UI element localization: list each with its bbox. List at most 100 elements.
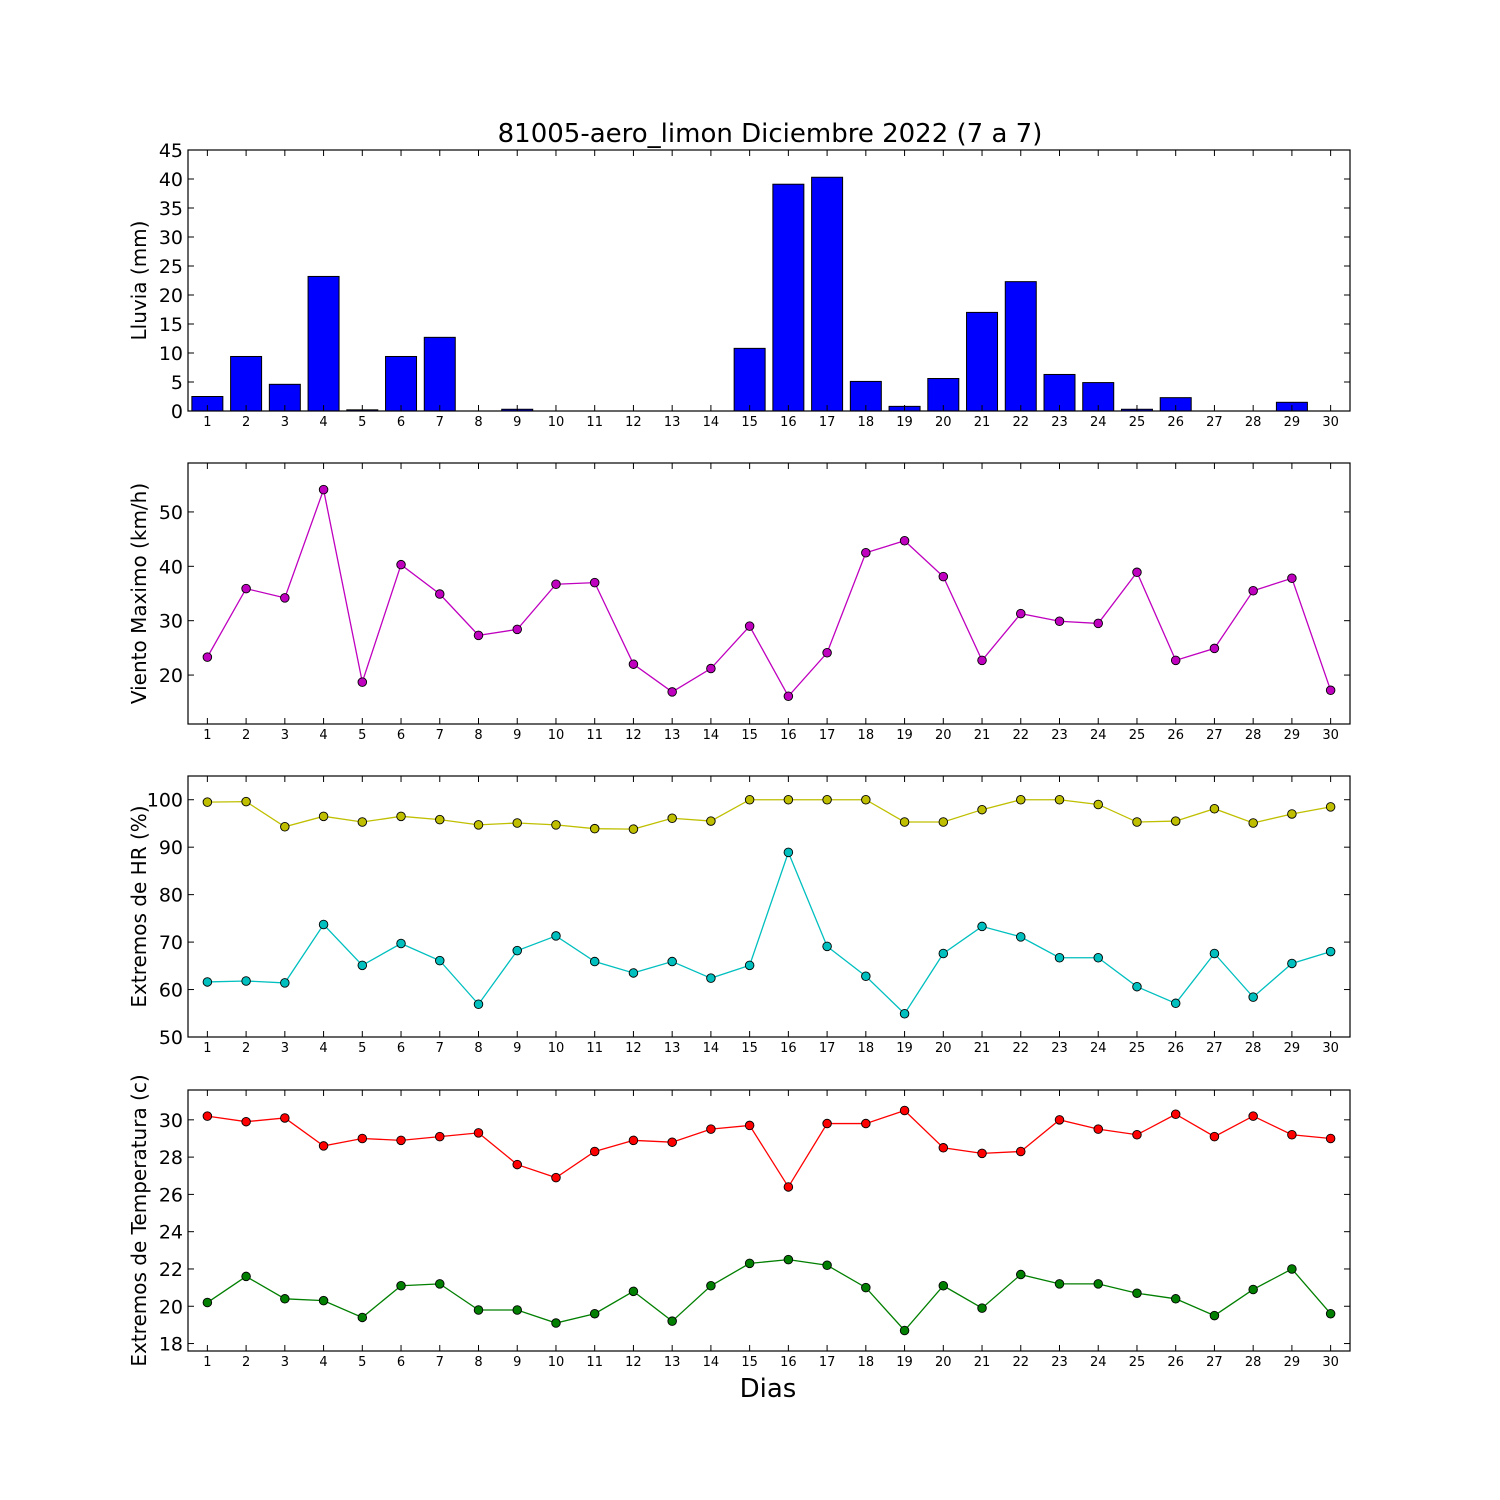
hr-series-1-point-day-19 [899, 817, 910, 827]
viento-series-1-point-day-25 [1132, 567, 1142, 578]
viento-series-1-point-day-19 [899, 536, 910, 546]
hr-series-1-point-day-22 [1016, 794, 1026, 805]
viento-series-1-point-day-14 [706, 663, 716, 674]
temperatura-series-1-point-day-7 [435, 1131, 445, 1142]
x-tick-label-28: 28 [1245, 1355, 1262, 1370]
x-tick-label-8: 8 [474, 415, 482, 430]
viento-series-1-point-day-29 [1287, 573, 1297, 584]
viento-series-1-point-day-8 [473, 630, 484, 641]
hr-series-1-point-day-24 [1093, 799, 1103, 810]
temperatura-series-2-point-day-30 [1325, 1308, 1336, 1319]
y-tick-label-50: 50 [159, 1027, 183, 1049]
hr-series-1-point-day-15 [744, 794, 755, 805]
x-tick-label-29: 29 [1284, 415, 1301, 430]
x-tick-label-29: 29 [1284, 1355, 1301, 1370]
x-tick-label-30: 30 [1322, 415, 1339, 430]
x-tick-label-15: 15 [741, 1041, 758, 1056]
hr-series-2-point-day-19 [899, 1009, 910, 1019]
temperatura-series-2-point-day-27 [1209, 1310, 1220, 1321]
temperatura-series-1-point-day-28 [1248, 1111, 1258, 1121]
x-tick-label-5: 5 [358, 1355, 366, 1370]
x-tick-label-14: 14 [703, 728, 720, 743]
x-tick-label-8: 8 [474, 728, 482, 743]
hr-series-2-point-day-27 [1209, 948, 1220, 959]
x-tick-label-23: 23 [1051, 415, 1068, 430]
hr-series-1-point-day-9 [512, 818, 522, 828]
y-tick-label-30: 30 [159, 1110, 183, 1132]
x-tick-label-5: 5 [358, 1041, 366, 1056]
x-tick-label-9: 9 [513, 1041, 521, 1056]
panel-viento-frame [187, 462, 1351, 725]
y-tick-label-60: 60 [159, 980, 183, 1002]
viento-series-1-point-day-22 [1016, 608, 1026, 619]
temperatura-series-1-point-day-18 [861, 1118, 871, 1129]
hr-series-2-point-day-17 [822, 941, 832, 952]
x-tick-label-2: 2 [242, 1355, 250, 1370]
hr-series-2-point-day-16 [783, 847, 794, 858]
x-tick-label-3: 3 [281, 728, 289, 743]
y-tick-label-22: 22 [159, 1259, 183, 1281]
temperatura-series-1-point-day-30 [1325, 1133, 1336, 1144]
bar-day-22 [1004, 281, 1037, 412]
x-tick-label-11: 11 [586, 1041, 603, 1056]
y-tick-label-20: 20 [159, 285, 183, 307]
viento-series-1-point-day-20 [938, 571, 949, 582]
hr-series-2-point-day-3 [280, 978, 290, 988]
temperatura-series-2-point-day-19 [899, 1325, 910, 1336]
x-tick-label-26: 26 [1167, 728, 1184, 743]
temperatura-series-2-point-day-2 [241, 1271, 251, 1282]
x-tick-label-21: 21 [974, 415, 991, 430]
hr-series-2-point-day-13 [667, 956, 677, 967]
y-tick-label-30: 30 [159, 611, 183, 633]
hr-series-1-point-day-16 [783, 794, 794, 805]
panel-lluvia-frame [187, 149, 1351, 412]
temperatura-series-1-point-day-4 [318, 1141, 329, 1151]
temperatura-series-2-point-day-23 [1054, 1279, 1065, 1289]
viento-series-1-point-day-21 [977, 655, 987, 666]
hr-series-2-point-day-18 [861, 971, 871, 982]
y-tick-label-20: 20 [159, 1296, 183, 1318]
x-tick-label-1: 1 [203, 728, 211, 743]
x-tick-label-28: 28 [1245, 1041, 1262, 1056]
x-tick-label-14: 14 [703, 1041, 720, 1056]
temperatura-series-2-point-day-17 [822, 1260, 832, 1270]
y-tick-label-28: 28 [159, 1147, 183, 1169]
x-tick-label-7: 7 [436, 415, 444, 430]
temperatura-series-1-point-day-17 [822, 1118, 832, 1129]
viento-series-1-line [206, 487, 1332, 698]
x-tick-label-23: 23 [1051, 728, 1068, 743]
hr-series-2-point-day-24 [1093, 953, 1103, 963]
x-tick-label-2: 2 [242, 1041, 250, 1056]
temperatura-series-2-point-day-16 [783, 1254, 794, 1265]
x-tick-label-27: 27 [1206, 415, 1223, 430]
x-tick-label-10: 10 [548, 415, 565, 430]
x-tick-label-26: 26 [1167, 1355, 1184, 1370]
x-axis-label: Dias [740, 1374, 797, 1404]
x-tick-label-25: 25 [1129, 1041, 1146, 1056]
x-tick-label-9: 9 [513, 1355, 521, 1370]
x-tick-label-23: 23 [1051, 1041, 1068, 1056]
hr-series-2-point-day-15 [744, 960, 755, 971]
bar-day-17 [811, 176, 844, 412]
y-tick-label-45: 45 [159, 140, 183, 162]
y-tick-label-20: 20 [159, 665, 183, 687]
x-tick-label-26: 26 [1167, 415, 1184, 430]
viento-series-1-point-day-23 [1054, 616, 1065, 626]
hr-series-1-point-day-30 [1325, 802, 1336, 812]
viento-series-1-point-day-10 [551, 579, 561, 590]
hr-series-1-point-day-10 [551, 820, 561, 830]
hr-series-1-point-day-6 [396, 811, 406, 822]
viento-series-1-point-day-6 [396, 559, 406, 570]
y-tick-label-26: 26 [159, 1184, 183, 1206]
x-tick-label-11: 11 [586, 728, 603, 743]
hr-series-2-point-day-26 [1170, 998, 1181, 1009]
y-tick-label-0: 0 [171, 401, 183, 423]
x-tick-label-30: 30 [1322, 1041, 1339, 1056]
temperatura-series-2-point-day-11 [589, 1308, 600, 1319]
y-axis-label-hr: Extremos de HR (%) [127, 805, 151, 1007]
x-tick-label-17: 17 [819, 728, 836, 743]
hr-series-2-point-day-5 [357, 960, 368, 971]
hr-series-1-point-day-21 [977, 804, 987, 815]
y-tick-label-5: 5 [171, 372, 183, 394]
